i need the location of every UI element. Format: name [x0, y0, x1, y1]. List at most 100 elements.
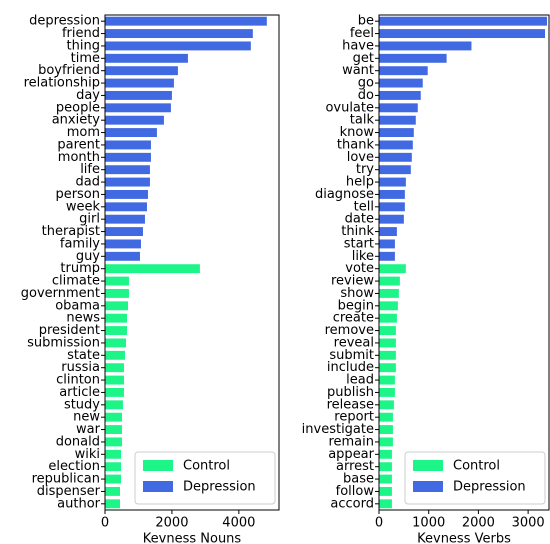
y-tick-label: ovulate	[325, 100, 374, 115]
y-tick-label: time	[71, 51, 100, 66]
bar	[105, 90, 172, 100]
bar	[379, 140, 413, 150]
x-tick-label: 0	[101, 516, 109, 531]
bar	[379, 474, 392, 484]
bar	[105, 78, 174, 88]
bar	[105, 202, 147, 212]
y-tick-label: feel	[350, 26, 374, 41]
bar	[105, 239, 141, 249]
y-tick-label: want	[342, 63, 374, 78]
y-tick-label: study	[64, 397, 100, 412]
y-tick-label: tell	[354, 199, 374, 214]
y-tick-label: author	[57, 496, 100, 511]
bar	[379, 103, 418, 113]
x-tick-label: 4000	[222, 516, 255, 531]
x-tick-label: 2000	[462, 516, 495, 531]
x-tick-label: 3000	[512, 516, 545, 531]
bar	[379, 165, 411, 175]
legend-label: Depression	[183, 480, 256, 495]
bar	[105, 425, 122, 435]
bar	[105, 462, 121, 472]
bar	[105, 189, 148, 199]
y-tick-label: article	[59, 385, 100, 400]
bar	[105, 41, 251, 51]
bar	[379, 189, 405, 199]
y-tick-label: know	[340, 125, 375, 140]
bar	[379, 16, 548, 26]
bar	[105, 338, 126, 348]
y-tick-label: dispenser	[37, 484, 101, 499]
y-tick-label: have	[342, 38, 374, 53]
y-tick-label: start	[344, 236, 374, 251]
y-tick-label: investigate	[302, 422, 374, 437]
y-tick-label: dad	[76, 175, 100, 190]
bar	[379, 425, 393, 435]
bar	[379, 437, 393, 447]
bar	[105, 264, 200, 274]
bar	[105, 128, 157, 138]
y-tick-label: life	[80, 162, 100, 177]
y-tick-label: remove	[325, 323, 374, 338]
y-tick-label: arrest	[336, 459, 374, 474]
bar	[379, 387, 395, 397]
bar	[105, 152, 151, 162]
y-tick-label: wiki	[75, 447, 100, 462]
legend-label: Control	[453, 459, 500, 474]
y-tick-label: follow	[336, 484, 375, 499]
y-tick-label: like	[352, 249, 374, 264]
bar	[105, 363, 124, 373]
bar	[379, 53, 447, 63]
y-tick-label: show	[340, 286, 374, 301]
y-tick-label: review	[331, 274, 374, 289]
y-tick-label: do	[358, 88, 374, 103]
bar	[379, 276, 400, 286]
y-tick-label: climate	[52, 274, 100, 289]
bar	[105, 412, 122, 422]
bar	[105, 66, 178, 76]
x-axis-label: Kevness Verbs	[417, 532, 511, 544]
bar	[105, 103, 171, 113]
y-tick-label: boyfriend	[38, 63, 100, 78]
y-tick-label: date	[345, 212, 374, 227]
bar	[105, 313, 127, 323]
y-tick-label: obama	[55, 298, 100, 313]
bar	[379, 29, 546, 39]
y-tick-label: depression	[29, 14, 100, 29]
bar	[105, 301, 128, 311]
y-tick-label: base	[343, 472, 374, 487]
y-tick-label: guy	[76, 249, 100, 264]
bar	[379, 177, 406, 187]
y-tick-label: election	[48, 459, 100, 474]
bar	[105, 375, 124, 385]
y-tick-label: therapist	[42, 224, 100, 239]
y-tick-label: try	[356, 162, 374, 177]
y-tick-label: new	[73, 410, 100, 425]
y-tick-label: go	[358, 76, 374, 91]
legend-swatch	[143, 460, 173, 471]
bar	[105, 29, 253, 39]
bar	[379, 115, 416, 125]
y-tick-label: month	[58, 150, 100, 165]
y-tick-label: submit	[329, 348, 374, 363]
y-tick-label: republican	[32, 472, 100, 487]
y-tick-label: parent	[57, 137, 100, 152]
y-tick-label: donald	[56, 434, 100, 449]
y-tick-label: get	[353, 51, 374, 66]
bar	[105, 251, 140, 261]
y-tick-label: begin	[338, 298, 374, 313]
bar	[379, 486, 392, 496]
bar	[379, 499, 392, 509]
bar	[379, 78, 423, 88]
bar	[379, 239, 395, 249]
bar	[105, 214, 145, 224]
y-tick-label: publish	[327, 385, 374, 400]
y-tick-label: include	[327, 360, 374, 375]
bar	[105, 115, 164, 125]
y-tick-label: love	[347, 150, 374, 165]
bar	[379, 152, 412, 162]
bar	[105, 387, 124, 397]
y-tick-label: reveal	[334, 335, 374, 350]
y-tick-label: government	[21, 286, 100, 301]
legend-swatch	[413, 481, 443, 492]
